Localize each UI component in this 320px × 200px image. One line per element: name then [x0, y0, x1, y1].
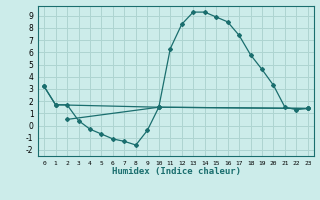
- X-axis label: Humidex (Indice chaleur): Humidex (Indice chaleur): [111, 167, 241, 176]
